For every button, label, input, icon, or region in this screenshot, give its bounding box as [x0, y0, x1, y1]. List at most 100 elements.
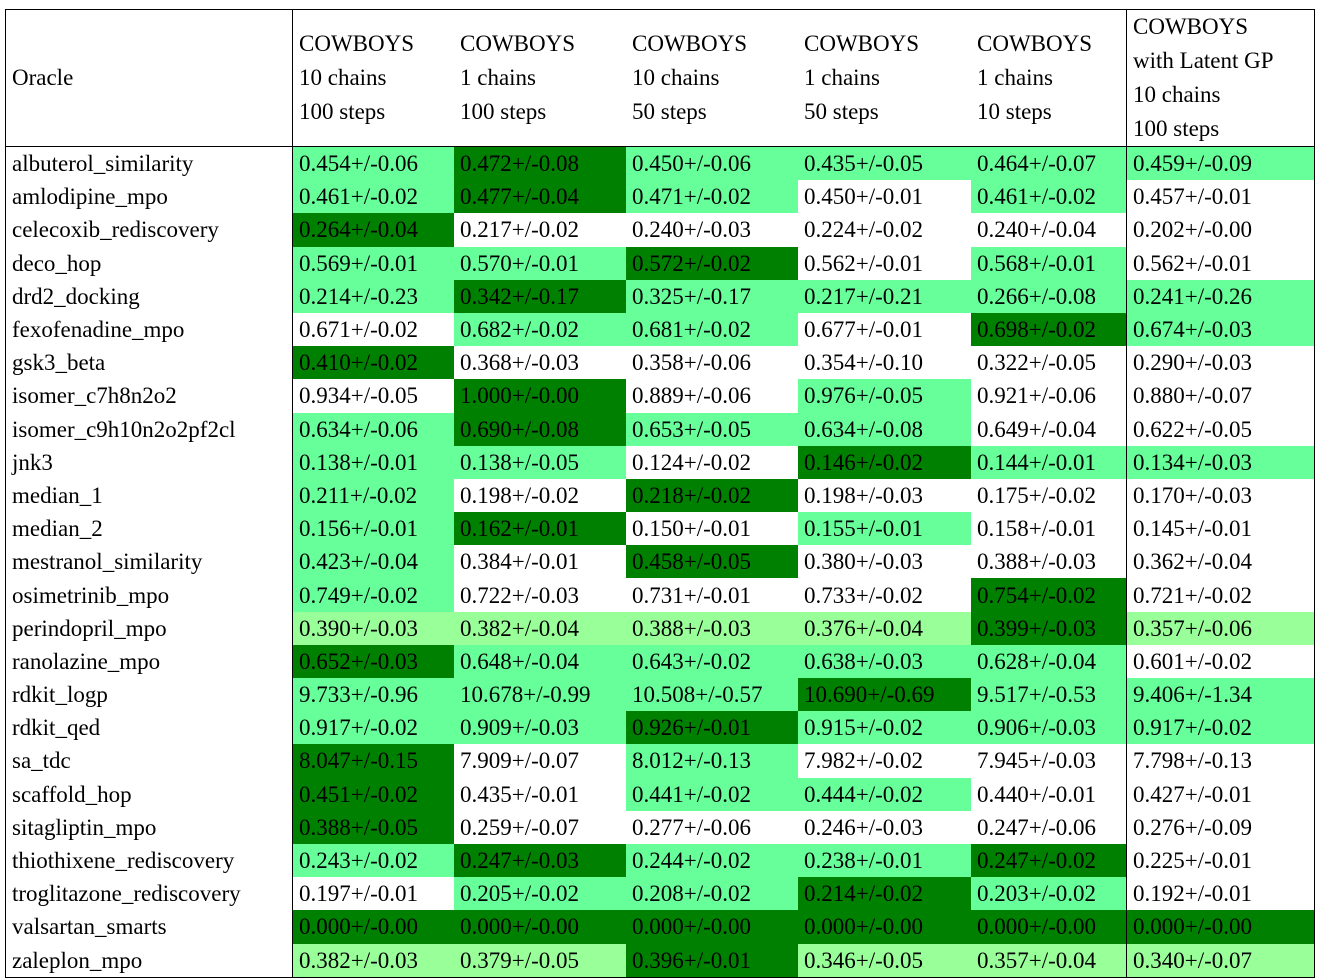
score-cell: 0.427+/-0.01 — [1126, 777, 1315, 811]
score-cell: 0.634+/-0.06 — [292, 412, 454, 446]
score-cell: 0.451+/-0.02 — [292, 777, 454, 811]
score-cell: 0.601+/-0.02 — [1126, 644, 1315, 678]
header-line: COWBOYS — [1133, 14, 1249, 39]
score-cell: 7.982+/-0.02 — [798, 744, 971, 778]
score-cell: 0.472+/-0.08 — [454, 146, 626, 181]
score-cell: 0.390+/-0.03 — [292, 611, 454, 645]
score-cell: 0.410+/-0.02 — [292, 346, 454, 380]
oracle-name: thiothixene_rediscovery — [5, 843, 293, 878]
score-cell: 0.362+/-0.04 — [1126, 545, 1315, 579]
table-header: Oracle COWBOYS 10 chains 100 steps COWBOYS 1 … — [5, 9, 1315, 147]
oracle-name: median_1 — [5, 478, 293, 513]
oracle-name: amlodipine_mpo — [5, 180, 293, 214]
score-cell: 0.357+/-0.04 — [971, 943, 1127, 978]
score-cell: 0.000+/-0.00 — [798, 910, 971, 944]
header-line: 10 steps — [977, 99, 1052, 124]
score-cell: 0.175+/-0.02 — [971, 478, 1127, 513]
score-cell: 0.450+/-0.01 — [798, 180, 971, 214]
score-cell: 9.517+/-0.53 — [971, 678, 1127, 712]
oracle-name: sitagliptin_mpo — [5, 810, 293, 844]
score-cell: 0.000+/-0.00 — [971, 910, 1127, 944]
table-row: ranolazine_mpo 0.652+/-0.03 0.648+/-0.04 0.… — [5, 644, 1315, 678]
table-row: rdkit_logp 9.733+/-0.96 10.678+/-0.99 10.50… — [5, 678, 1315, 712]
header-line: 1 chains — [804, 65, 881, 90]
score-cell: 0.243+/-0.02 — [292, 843, 454, 878]
score-cell: 0.224+/-0.02 — [798, 213, 971, 247]
score-cell: 0.917+/-0.02 — [292, 711, 454, 745]
score-cell: 0.357+/-0.06 — [1126, 611, 1315, 645]
score-cell: 0.240+/-0.03 — [626, 213, 798, 247]
score-cell: 0.440+/-0.01 — [971, 777, 1127, 811]
score-cell: 8.012+/-0.13 — [626, 744, 798, 778]
score-cell: 0.203+/-0.02 — [971, 877, 1127, 911]
score-cell: 0.138+/-0.05 — [454, 445, 626, 479]
oracle-name: isomer_c9h10n2o2pf2cl — [5, 412, 293, 446]
score-cell: 0.681+/-0.02 — [626, 312, 798, 347]
table-row: mestranol_similarity 0.423+/-0.04 0.384+/-… — [5, 545, 1315, 579]
header-cell: Oracle — [5, 9, 293, 147]
score-cell: 0.247+/-0.06 — [971, 810, 1127, 844]
table-row: albuterol_similarity 0.454+/-0.06 0.472+/-… — [5, 146, 1315, 181]
score-cell: 0.376+/-0.04 — [798, 611, 971, 645]
score-cell: 0.698+/-0.02 — [971, 312, 1127, 347]
header-cell: COWBOYS 1 chains 100 steps — [454, 9, 626, 147]
score-cell: 0.158+/-0.01 — [971, 512, 1127, 546]
header-line: 1 chains — [460, 65, 537, 90]
header-line: 100 steps — [1133, 116, 1220, 141]
header-line: 10 chains — [632, 65, 720, 90]
header-line: 100 steps — [299, 99, 386, 124]
score-cell: 0.198+/-0.03 — [798, 478, 971, 513]
header-line: 100 steps — [460, 99, 547, 124]
oracle-name: celecoxib_rediscovery — [5, 213, 293, 247]
header-line: with Latent GP — [1133, 48, 1274, 73]
score-cell: 0.638+/-0.03 — [798, 644, 971, 678]
score-cell: 0.146+/-0.02 — [798, 445, 971, 479]
header-line: 10 chains — [299, 65, 387, 90]
score-cell: 0.211+/-0.02 — [292, 478, 454, 513]
score-cell: 0.721+/-0.02 — [1126, 578, 1315, 612]
oracle-name: jnk3 — [5, 445, 293, 479]
score-cell: 0.435+/-0.05 — [798, 146, 971, 181]
table-row: isomer_c7h8n2o2 0.934+/-0.05 1.000+/-0.00 0… — [5, 379, 1315, 413]
score-cell: 0.202+/-0.00 — [1126, 213, 1315, 247]
score-cell: 0.388+/-0.03 — [971, 545, 1127, 579]
score-cell: 0.225+/-0.01 — [1126, 843, 1315, 878]
oracle-name: troglitazone_rediscovery — [5, 877, 293, 911]
score-cell: 0.346+/-0.05 — [798, 943, 971, 978]
oracle-name: sa_tdc — [5, 744, 293, 778]
score-cell: 0.441+/-0.02 — [626, 777, 798, 811]
oracle-name: rdkit_qed — [5, 711, 293, 745]
score-cell: 0.388+/-0.03 — [626, 611, 798, 645]
results-table: Oracle COWBOYS 10 chains 100 steps COWBOYS 1 … — [5, 9, 1315, 978]
table-row: valsartan_smarts 0.000+/-0.00 0.000+/-0.00… — [5, 910, 1315, 944]
score-cell: 0.217+/-0.02 — [454, 213, 626, 247]
score-cell: 7.909+/-0.07 — [454, 744, 626, 778]
score-cell: 0.917+/-0.02 — [1126, 711, 1315, 745]
score-cell: 0.354+/-0.10 — [798, 346, 971, 380]
score-cell: 0.379+/-0.05 — [454, 943, 626, 978]
score-cell: 0.459+/-0.09 — [1126, 146, 1315, 181]
header-line: COWBOYS — [460, 31, 576, 56]
table-row: celecoxib_rediscovery 0.264+/-0.04 0.217+/… — [5, 213, 1315, 247]
score-cell: 0.205+/-0.02 — [454, 877, 626, 911]
score-cell: 10.508+/-0.57 — [626, 678, 798, 712]
oracle-name: drd2_docking — [5, 279, 293, 313]
table-row: sa_tdc 8.047+/-0.15 7.909+/-0.07 8.012+/-0.… — [5, 744, 1315, 778]
score-cell: 0.461+/-0.02 — [292, 180, 454, 214]
score-cell: 0.246+/-0.03 — [798, 810, 971, 844]
score-cell: 0.382+/-0.03 — [292, 943, 454, 978]
score-cell: 0.197+/-0.01 — [292, 877, 454, 911]
oracle-name: gsk3_beta — [5, 346, 293, 380]
header-line: COWBOYS — [977, 31, 1093, 56]
score-cell: 0.241+/-0.26 — [1126, 279, 1315, 313]
header-cell: COWBOYS 1 chains 10 steps — [971, 9, 1127, 147]
score-cell: 0.000+/-0.00 — [1126, 910, 1315, 944]
score-cell: 0.134+/-0.03 — [1126, 445, 1315, 479]
oracle-name: mestranol_similarity — [5, 545, 293, 579]
score-cell: 0.259+/-0.07 — [454, 810, 626, 844]
score-cell: 0.915+/-0.02 — [798, 711, 971, 745]
score-cell: 0.572+/-0.02 — [626, 246, 798, 280]
table-row: gsk3_beta 0.410+/-0.02 0.368+/-0.03 0.358+/… — [5, 346, 1315, 380]
score-cell: 0.749+/-0.02 — [292, 578, 454, 612]
table-row: troglitazone_rediscovery 0.197+/-0.01 0.20… — [5, 877, 1315, 911]
